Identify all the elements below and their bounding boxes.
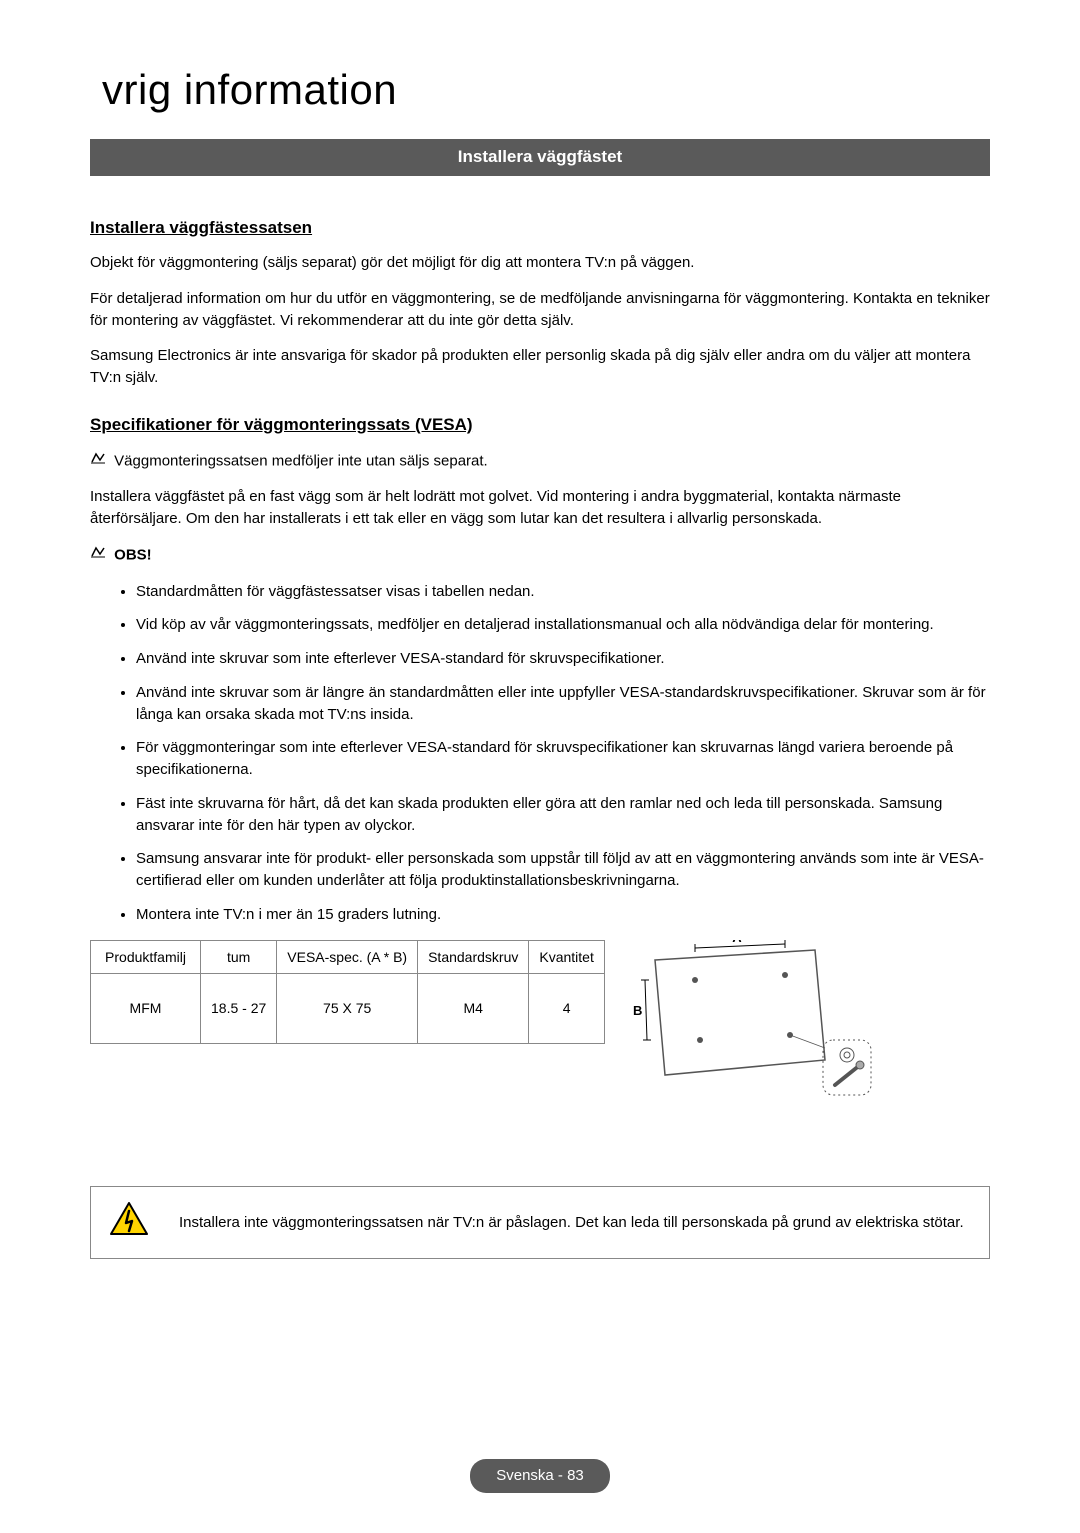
warning-box: Installera inte väggmonteringssatsen när… xyxy=(90,1186,990,1259)
table-cell: M4 xyxy=(418,973,529,1043)
list-item: Samsung ansvarar inte för produkt- eller… xyxy=(136,848,990,892)
table-header: Produktfamilj xyxy=(91,940,201,973)
warning-icon xyxy=(109,1201,149,1244)
page-footer: Svenska - 83 xyxy=(90,1459,990,1493)
list-item: Vid köp av vår väggmonteringssats, medfö… xyxy=(136,614,990,636)
paragraph: Objekt för väggmontering (säljs separat)… xyxy=(90,252,990,274)
table-cell: 4 xyxy=(529,973,604,1043)
note-line: Väggmonteringssatsen medföljer inte utan… xyxy=(90,450,990,473)
list-item: För väggmonteringar som inte efterlever … xyxy=(136,737,990,781)
table-header: tum xyxy=(201,940,277,973)
note-icon xyxy=(90,544,106,567)
table-row: MFM 18.5 - 27 75 X 75 M4 4 xyxy=(91,973,605,1043)
obs-line: OBS! xyxy=(90,544,990,567)
section-banner: Installera väggfästet xyxy=(90,139,990,176)
obs-label: OBS! xyxy=(114,546,152,563)
list-item: Montera inte TV:n i mer än 15 graders lu… xyxy=(136,904,990,926)
table-cell: 75 X 75 xyxy=(277,973,418,1043)
paragraph: För detaljerad information om hur du utf… xyxy=(90,288,990,332)
table-header: VESA-spec. (A * B) xyxy=(277,940,418,973)
list-item: Använd inte skruvar som är längre än sta… xyxy=(136,682,990,726)
table-header: Standardskruv xyxy=(418,940,529,973)
list-item: Fäst inte skruvarna för hårt, då det kan… xyxy=(136,793,990,837)
subheading-install-kit: Installera väggfästessatsen xyxy=(90,216,990,241)
warning-text: Installera inte väggmonteringssatsen när… xyxy=(179,1212,971,1234)
paragraph: Installera väggfästet på en fast vägg so… xyxy=(90,486,990,530)
list-item: Standardmåtten för väggfästessatser visa… xyxy=(136,581,990,603)
note-text: Väggmonteringssatsen medföljer inte utan… xyxy=(114,452,488,469)
paragraph: Samsung Electronics är inte ansvariga fö… xyxy=(90,345,990,389)
note-icon xyxy=(90,450,106,473)
table-header: Kvantitet xyxy=(529,940,604,973)
subheading-vesa-spec: Specifikationer för väggmonteringssats (… xyxy=(90,413,990,438)
diagram-label-a: A xyxy=(732,940,742,945)
bullet-list: Standardmåtten för väggfästessatser visa… xyxy=(136,581,990,926)
vesa-diagram: A B xyxy=(625,940,990,1117)
spec-table: Produktfamilj tum VESA-spec. (A * B) Sta… xyxy=(90,940,605,1044)
diagram-label-b: B xyxy=(633,1003,642,1018)
page-number-badge: Svenska - 83 xyxy=(470,1459,610,1493)
table-cell: MFM xyxy=(91,973,201,1043)
page-title: vrig information xyxy=(102,60,990,121)
table-cell: 18.5 - 27 xyxy=(201,973,277,1043)
list-item: Använd inte skruvar som inte efterlever … xyxy=(136,648,990,670)
